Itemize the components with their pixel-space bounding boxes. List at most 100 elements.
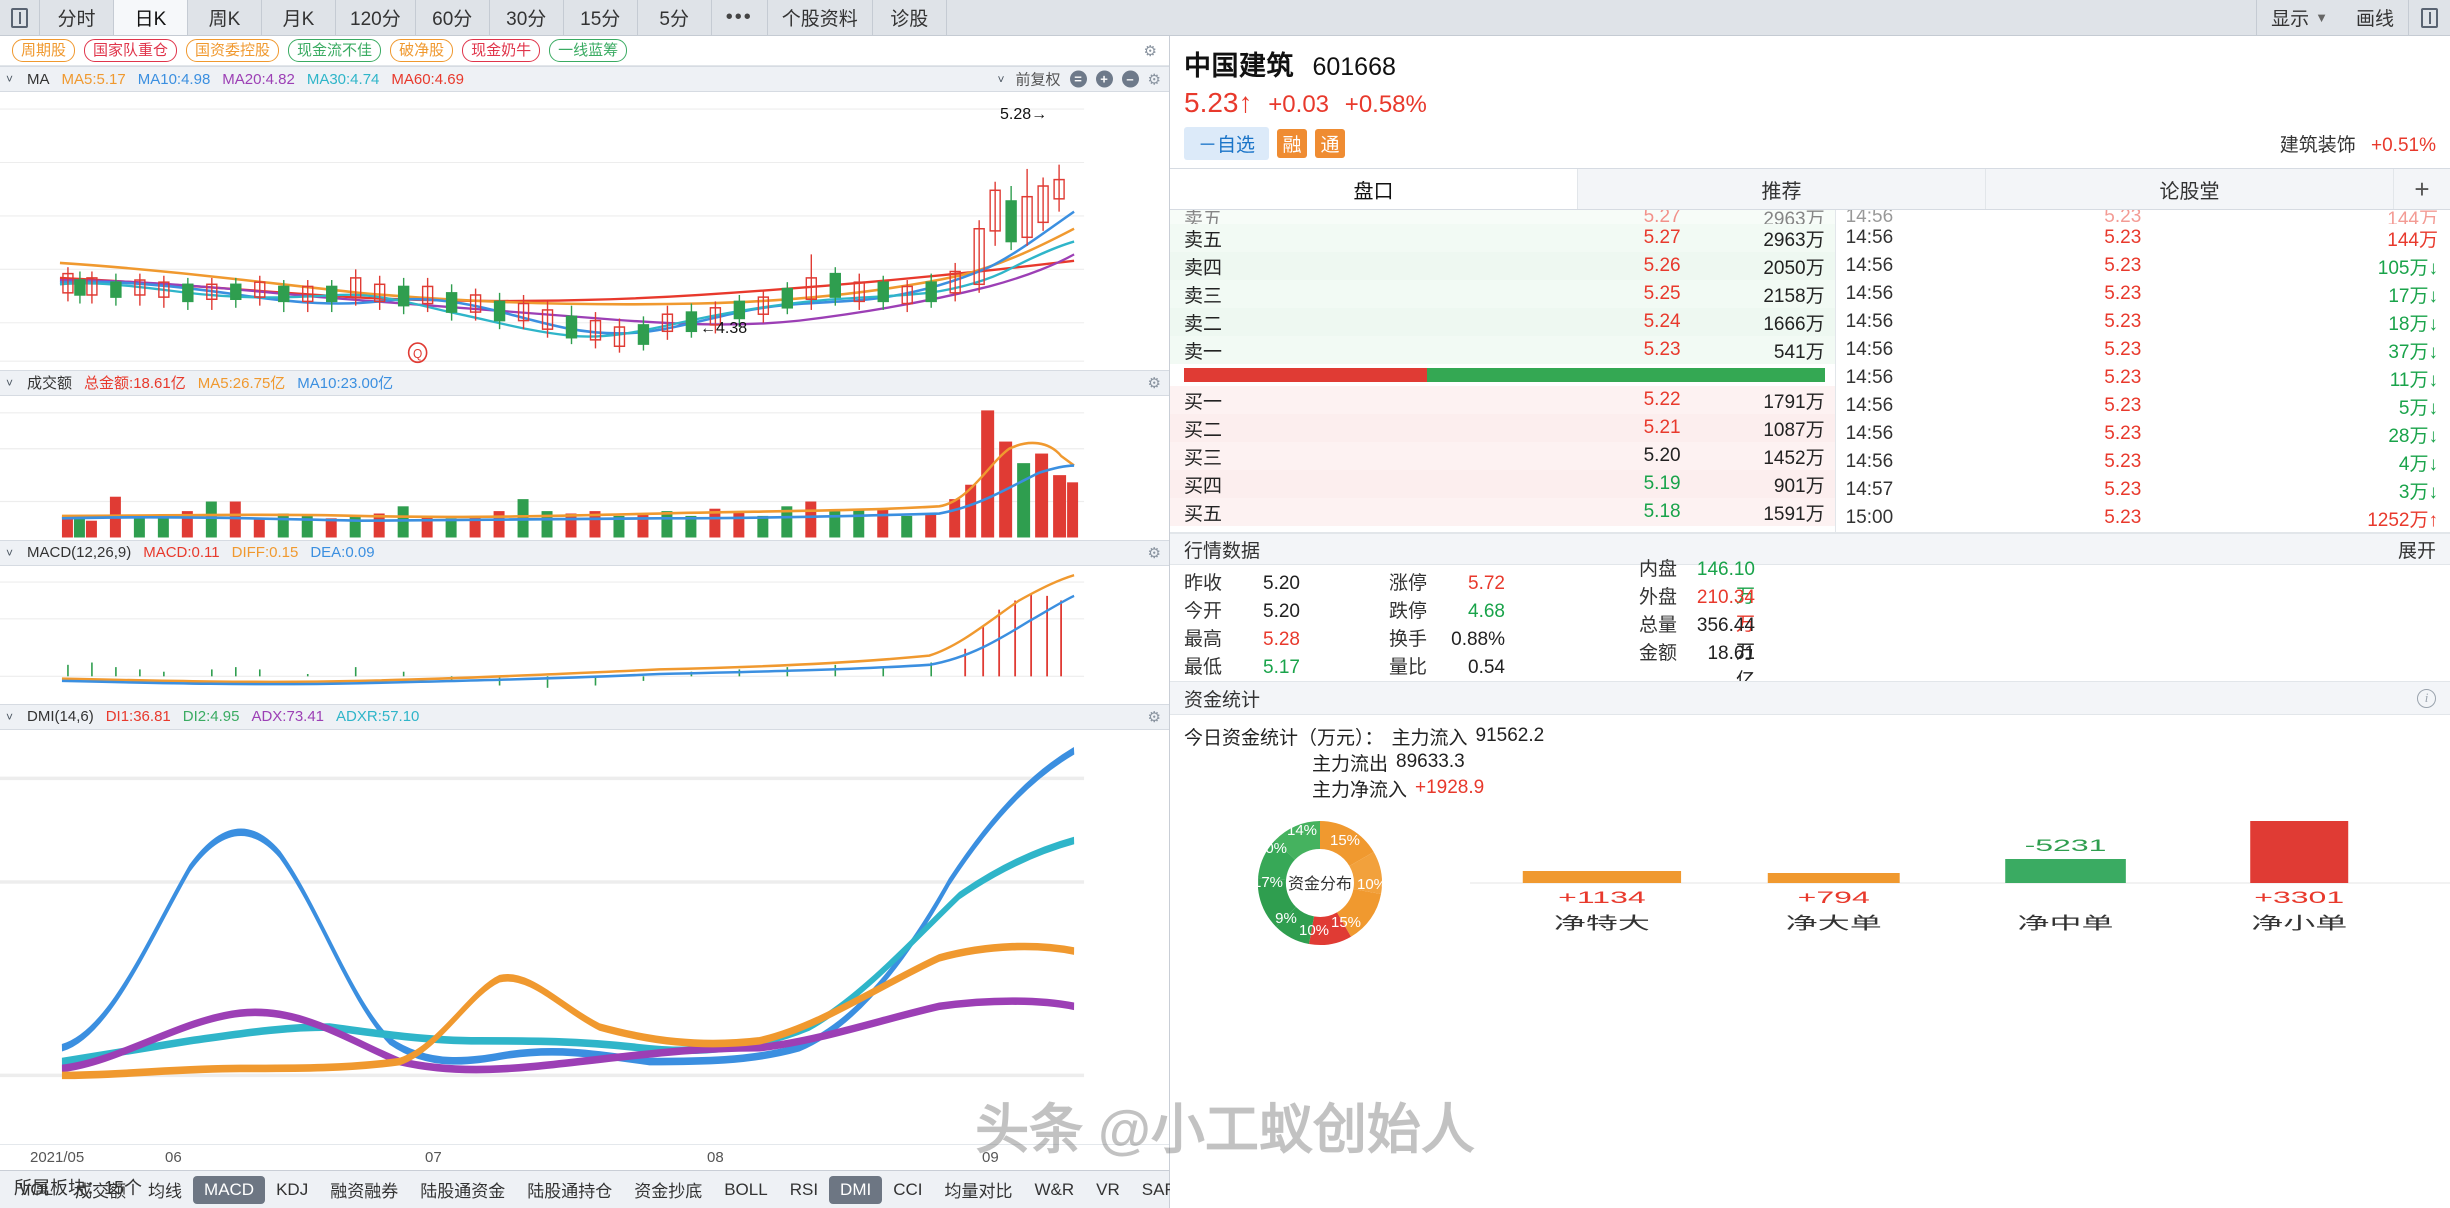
equal-icon[interactable]: =: [1069, 70, 1087, 88]
k-line-chart[interactable]: Q 5.35 5.35 5.15 5.15 4.95 4.95 4.75 4.7…: [0, 92, 1169, 387]
tag-cyclical[interactable]: 周期股: [12, 38, 76, 63]
orderbook-price: 5.26: [1643, 255, 1681, 276]
tag-blue-chip[interactable]: 一线蓝筹: [549, 38, 628, 63]
tag-national-team[interactable]: 国家队重仓: [84, 38, 178, 63]
tag-cash-cow[interactable]: 现金奶牛: [462, 38, 541, 63]
dmi-svg: [0, 746, 1085, 1079]
tag-sasac-controlled[interactable]: 国资委控股: [186, 38, 280, 63]
fund-distribution-donut[interactable]: 15% 10% 15% 10% 9% 17% 10% 14% 资金分布: [1170, 805, 1470, 960]
orderbook-row[interactable]: 买四 5.19 901万: [1170, 470, 1835, 498]
fund-flow-bars[interactable]: +1134 +794 -5231 +3301 净特大 净大单 净中单 净小单: [1470, 805, 2450, 960]
market-data-header: 行情数据 展开: [1170, 533, 2450, 565]
md-key: 最高: [1184, 628, 1223, 650]
indicator-tab-margin[interactable]: 融资融券: [330, 1182, 399, 1201]
add-to-watchlist-button[interactable]: －自选: [1184, 127, 1270, 160]
orderbook-row[interactable]: 买一 5.22 1791万: [1170, 386, 1835, 414]
sector-info[interactable]: 建筑装饰 +0.51%: [2280, 130, 2436, 157]
zoom-in-icon[interactable]: +: [1095, 70, 1113, 88]
indicator-tab-vol-compare[interactable]: 均量对比: [944, 1182, 1013, 1201]
display-menu-button[interactable]: 显示 ▼: [2257, 0, 2342, 35]
margin-trading-badge[interactable]: 融: [1277, 129, 1308, 158]
tab-30min[interactable]: 30分: [489, 0, 564, 35]
tab-diagnose[interactable]: 诊股: [872, 0, 947, 35]
orderbook-row[interactable]: 卖五 5.27 2963万: [1170, 210, 1835, 224]
tick-list[interactable]: 14:56 5.23 144万 14:56 5.23 144万 14:56 5.…: [1836, 210, 2450, 532]
orderbook-row[interactable]: 买二 5.21 1087万: [1170, 414, 1835, 442]
tab-orderbook[interactable]: 盘口: [1170, 169, 1578, 209]
indicator-tab-northbound-hold[interactable]: 陆股通持仓: [527, 1182, 613, 1201]
tab-weekly-k[interactable]: 周K: [188, 0, 262, 35]
orderbook-row[interactable]: 买三 5.20 1452万: [1170, 442, 1835, 470]
md-value: 356.44万: [1696, 615, 1755, 663]
tab-stock-info[interactable]: 个股资料: [767, 0, 873, 35]
chevron-down-icon[interactable]: ˅: [6, 72, 14, 86]
add-tab-icon[interactable]: +: [2414, 173, 2430, 204]
indicator-tab-northbound-flow[interactable]: 陆股通资金: [420, 1182, 506, 1201]
indicator-tab-rsi[interactable]: RSI: [789, 1179, 819, 1199]
tab-60min[interactable]: 60分: [415, 0, 490, 35]
chevron-down-icon[interactable]: ˅: [6, 709, 14, 724]
orderbook-row[interactable]: 卖三 5.25 2158万: [1170, 280, 1835, 308]
indicator-tab-fund-bottom[interactable]: 资金抄底: [634, 1182, 703, 1201]
gear-icon[interactable]: ⚙: [1147, 544, 1161, 562]
tab-fenshi[interactable]: 分时: [40, 0, 114, 35]
macd-chart[interactable]: 0.15 0.15 0.08 0.08 -0.05 -0.05: [0, 565, 1169, 721]
orderbook-volume: 1591万: [1763, 503, 1825, 525]
quote-tab-bar: 盘口 推荐 论股堂 +: [1170, 168, 2450, 210]
stock-connect-badge[interactable]: 通: [1315, 129, 1346, 158]
panel-collapse-icon[interactable]: [0, 0, 40, 35]
tick-price: 5.23: [2104, 507, 2142, 528]
tab-120min[interactable]: 120分: [336, 0, 416, 35]
gear-icon[interactable]: ⚙: [1147, 71, 1161, 88]
tab-recommend[interactable]: 推荐: [1578, 169, 1986, 209]
volume-chart[interactable]: 52.83 52.83 35.22 35.22 亿 亿: [0, 395, 1169, 563]
indicator-tab-vr[interactable]: VR: [1096, 1179, 1120, 1199]
tick-volume: 1252万↑: [2367, 509, 2438, 531]
indicator-tab-macd[interactable]: MACD: [193, 1175, 266, 1204]
tick-time: 14:56: [1845, 255, 1894, 276]
indicator-tab-amount[interactable]: 成交额: [75, 1182, 127, 1201]
panel-expand-icon[interactable]: [2408, 0, 2450, 35]
chevron-down-icon[interactable]: ˅: [6, 545, 14, 560]
indicator-tab-sar[interactable]: SAR: [1141, 1179, 1177, 1199]
expand-market-data-button[interactable]: 展开: [2397, 540, 2436, 562]
tab-monthly-k[interactable]: 月K: [262, 0, 336, 35]
tab-daily-k[interactable]: 日K: [114, 0, 188, 35]
tick-volume: 18万↓: [2388, 313, 2438, 335]
orderbook-row[interactable]: 卖四 5.26 2050万: [1170, 252, 1835, 280]
indicator-tab-dmi[interactable]: DMI: [829, 1175, 883, 1204]
orderbook-row[interactable]: 卖五 5.27 2963万: [1170, 224, 1835, 252]
tag-below-book[interactable]: 破净股: [390, 38, 454, 63]
more-periods-icon[interactable]: •••: [711, 0, 768, 35]
zoom-out-icon[interactable]: –: [1121, 70, 1139, 88]
tag-poor-cashflow[interactable]: 现金流不佳: [288, 38, 382, 63]
gear-icon[interactable]: ⚙: [1147, 708, 1161, 726]
indicator-tab-kdj[interactable]: KDJ: [276, 1179, 309, 1199]
svg-text:-5231: -5231: [2025, 836, 2107, 855]
draw-line-button[interactable]: 画线: [2341, 0, 2408, 35]
chevron-down-icon[interactable]: ˅: [997, 72, 1005, 86]
indicator-tab-boll[interactable]: BOLL: [724, 1179, 768, 1199]
indicator-tab-vol[interactable]: VOL: [19, 1179, 54, 1199]
gear-icon[interactable]: ⚙: [1143, 42, 1157, 60]
dmi-chart[interactable]: 73.41 73.41 50.25 50.25 3.92 3.92: [0, 729, 1169, 1161]
dmi-indicator-header: ˅ DMI(14,6) DI1:36.81 DI2:4.95 ADX:73.41…: [0, 703, 1169, 730]
orderbook-row[interactable]: 买五 5.18 1591万: [1170, 498, 1835, 526]
macd-label: MACD(12,26,9): [27, 544, 132, 562]
indicator-tab-cci[interactable]: CCI: [893, 1179, 923, 1199]
tab-5min[interactable]: 5分: [637, 0, 712, 35]
adjust-mode-label[interactable]: 前复权: [1015, 71, 1061, 89]
orderbook-row[interactable]: 卖一 5.23 541万: [1170, 336, 1835, 364]
tab-forum[interactable]: 论股堂: [1986, 169, 2394, 209]
ma-header-tools: ˅ 前复权 = + – ⚙: [998, 69, 1161, 90]
orderbook-row[interactable]: 卖二 5.24 1666万: [1170, 308, 1835, 336]
md-key: 量比: [1389, 656, 1428, 678]
tab-15min[interactable]: 15分: [563, 0, 638, 35]
indicator-tab-ma[interactable]: 均线: [148, 1182, 183, 1201]
gear-icon[interactable]: ⚙: [1147, 374, 1161, 392]
chevron-down-icon[interactable]: ˅: [6, 375, 14, 390]
indicator-tab-bar: VOL 成交额 均线 MACD KDJ 融资融券 陆股通资金 陆股通持仓 资金抄…: [0, 1170, 1266, 1208]
indicator-tab-wr[interactable]: W&R: [1034, 1179, 1075, 1199]
orderbook-label: 买五: [1184, 503, 1223, 525]
info-icon[interactable]: i: [2417, 688, 2436, 708]
